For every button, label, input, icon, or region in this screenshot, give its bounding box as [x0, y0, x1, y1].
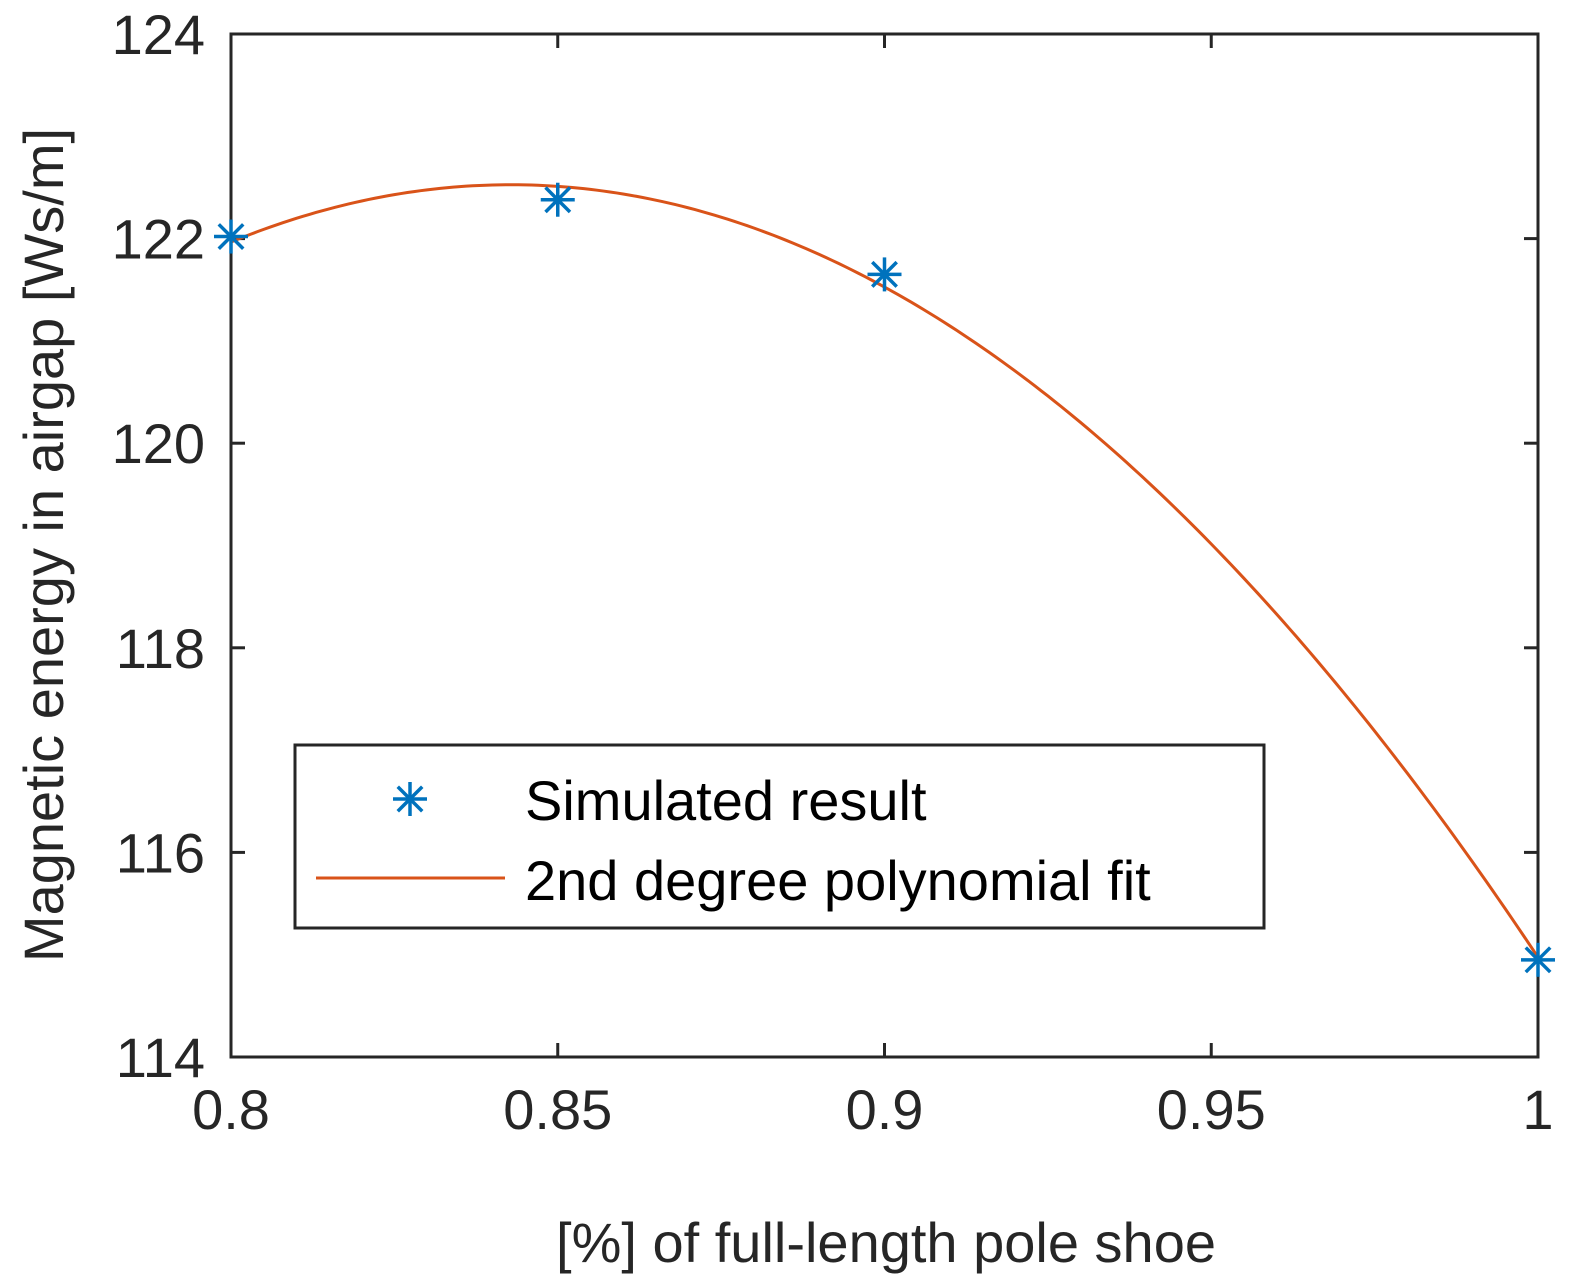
y-axis: 114 116 118 120 122 124 [112, 3, 1538, 1089]
y-axis-title: Magnetic energy in airgap [Ws/m] [12, 128, 75, 962]
x-tick-label: 0.95 [1157, 1078, 1266, 1141]
y-tick-label: 116 [116, 821, 205, 884]
y-tick-label: 120 [112, 412, 205, 475]
y-tick-label: 118 [116, 617, 205, 680]
x-tick-label: 0.9 [846, 1078, 924, 1141]
y-tick-label: 114 [116, 1026, 205, 1089]
x-tick-label: 0.8 [192, 1078, 270, 1141]
legend-marker-simulated [393, 782, 427, 816]
x-tick-label: 0.85 [503, 1078, 612, 1141]
legend: Simulated result 2nd degree polynomial fi… [293, 743, 1266, 930]
data-point-marker [540, 182, 575, 217]
data-point-marker [1521, 942, 1555, 977]
data-point-marker [867, 257, 902, 292]
series-layer [214, 182, 1555, 977]
x-tick-label: 1 [1522, 1078, 1553, 1141]
y-tick-label: 122 [112, 208, 205, 271]
y-tick-label: 124 [112, 3, 205, 66]
legend-label-fit: 2nd degree polynomial fit [525, 849, 1151, 912]
legend-box [293, 743, 1266, 930]
data-point-marker [214, 219, 248, 254]
x-axis-title: [%] of full-length pole shoe [556, 1211, 1216, 1274]
legend-label-simulated: Simulated result [525, 769, 927, 832]
x-axis: 0.8 0.85 0.9 0.95 1 [192, 34, 1554, 1141]
